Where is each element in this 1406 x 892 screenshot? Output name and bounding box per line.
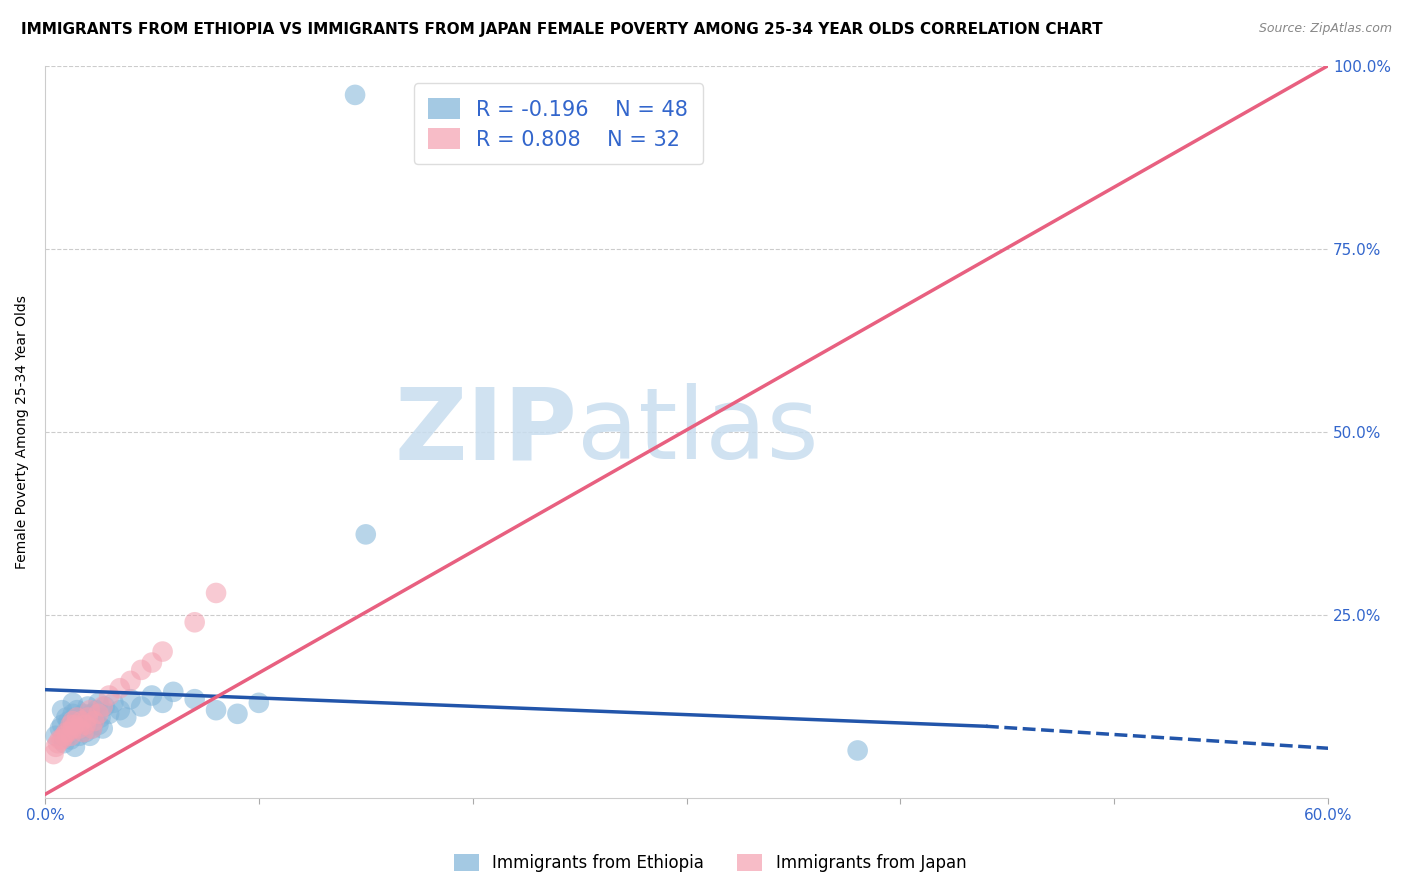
Point — [83, 714, 105, 728]
Point — [152, 696, 174, 710]
Point — [42, 747, 65, 761]
Point — [51, 703, 73, 717]
Point — [76, 718, 98, 732]
Text: Source: ZipAtlas.com: Source: ZipAtlas.com — [1258, 22, 1392, 36]
Point — [53, 736, 76, 750]
Point — [59, 718, 82, 732]
Point — [98, 689, 121, 703]
Point — [94, 699, 117, 714]
Point — [51, 732, 73, 747]
Text: IMMIGRANTS FROM ETHIOPIA VS IMMIGRANTS FROM JAPAN FEMALE POVERTY AMONG 25-34 YEA: IMMIGRANTS FROM ETHIOPIA VS IMMIGRANTS F… — [21, 22, 1102, 37]
Legend: R = -0.196    N = 48, R = 0.808    N = 32: R = -0.196 N = 48, R = 0.808 N = 32 — [413, 83, 703, 164]
Point — [66, 718, 89, 732]
Point — [129, 699, 152, 714]
Point — [84, 703, 107, 717]
Point — [120, 673, 142, 688]
Point — [80, 722, 103, 736]
Point — [344, 87, 367, 102]
Point — [75, 725, 97, 739]
Point — [55, 725, 77, 739]
Point — [120, 692, 142, 706]
Point — [62, 722, 84, 736]
Point — [226, 706, 249, 721]
Point — [87, 706, 110, 721]
Point — [75, 718, 97, 732]
Point — [45, 729, 67, 743]
Point — [108, 681, 131, 696]
Point — [103, 696, 125, 710]
Point — [59, 729, 82, 743]
Point — [108, 703, 131, 717]
Point — [141, 689, 163, 703]
Point — [63, 739, 86, 754]
Point — [162, 685, 184, 699]
Point — [55, 725, 77, 739]
Point — [53, 729, 76, 743]
Point — [91, 722, 114, 736]
Point — [45, 739, 67, 754]
Point — [55, 710, 77, 724]
Point — [59, 722, 82, 736]
Point — [247, 696, 270, 710]
Point — [354, 527, 377, 541]
Point — [62, 706, 84, 721]
Point — [63, 718, 86, 732]
Point — [183, 692, 205, 706]
Point — [141, 656, 163, 670]
Text: ZIP: ZIP — [395, 384, 578, 480]
Point — [79, 703, 101, 717]
Point — [83, 714, 105, 728]
Point — [87, 696, 110, 710]
Point — [59, 732, 82, 747]
Legend: Immigrants from Ethiopia, Immigrants from Japan: Immigrants from Ethiopia, Immigrants fro… — [447, 847, 973, 879]
Point — [76, 710, 98, 724]
Point — [80, 706, 103, 721]
Point — [67, 729, 90, 743]
Point — [58, 714, 80, 728]
Point — [72, 714, 94, 728]
Point — [98, 706, 121, 721]
Point — [46, 736, 69, 750]
Point — [87, 718, 110, 732]
Point — [70, 714, 93, 728]
Point — [67, 710, 90, 724]
Point — [62, 696, 84, 710]
Point — [152, 644, 174, 658]
Point — [90, 710, 112, 724]
Text: atlas: atlas — [578, 384, 820, 480]
Point — [70, 722, 93, 736]
Point — [205, 586, 228, 600]
Point — [49, 722, 72, 736]
Point — [51, 718, 73, 732]
Point — [62, 714, 84, 728]
Point — [67, 722, 90, 736]
Point — [72, 725, 94, 739]
Point — [66, 710, 89, 724]
Point — [66, 703, 89, 717]
Point — [72, 706, 94, 721]
Point — [79, 729, 101, 743]
Point — [129, 663, 152, 677]
Point — [91, 699, 114, 714]
Point — [183, 615, 205, 630]
Point — [49, 732, 72, 747]
Point — [115, 710, 138, 724]
Point — [205, 703, 228, 717]
Point — [80, 722, 103, 736]
Y-axis label: Female Poverty Among 25-34 Year Olds: Female Poverty Among 25-34 Year Olds — [15, 295, 30, 569]
Point — [58, 725, 80, 739]
Point — [846, 743, 869, 757]
Point — [76, 699, 98, 714]
